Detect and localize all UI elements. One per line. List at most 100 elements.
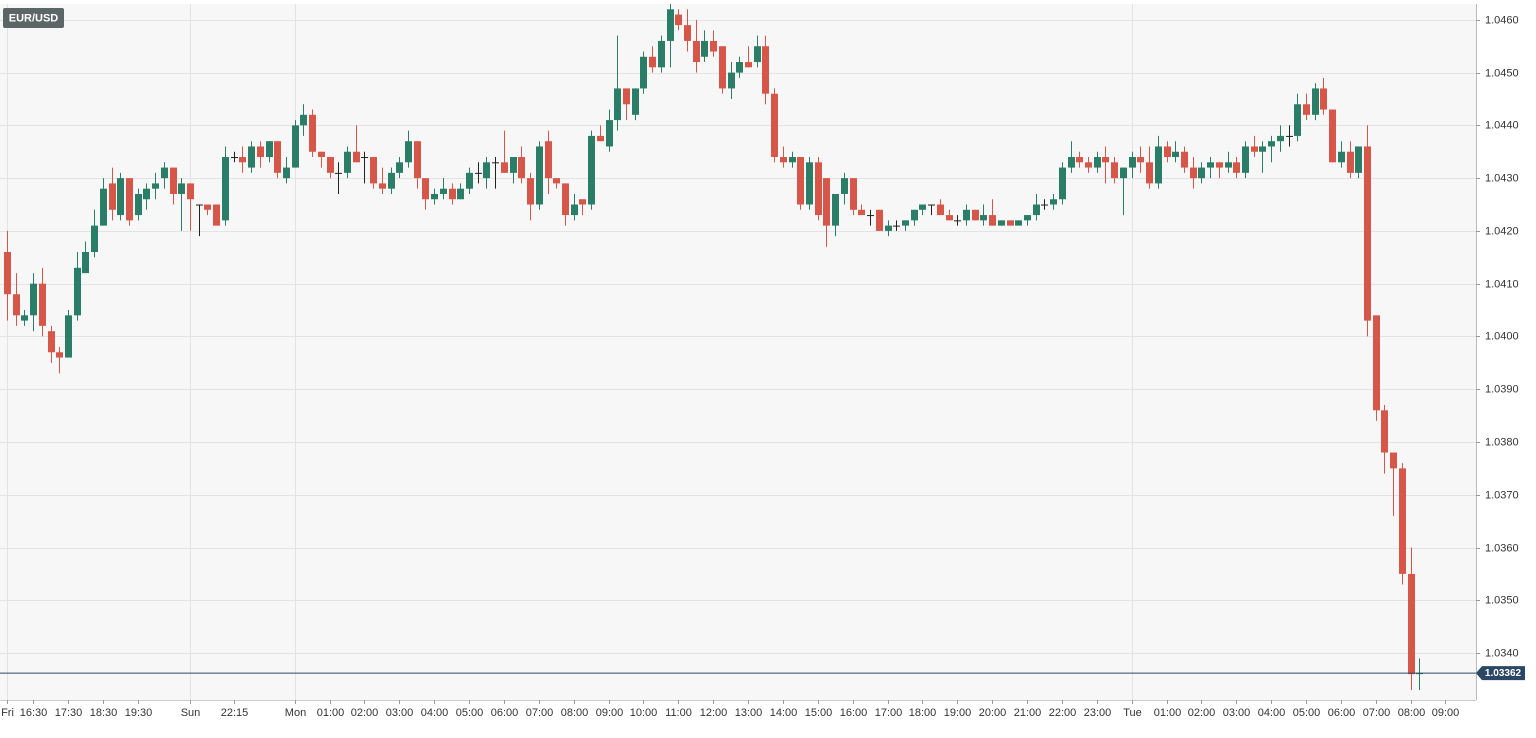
candle-body bbox=[893, 225, 900, 227]
x-tick-label: 05:00 bbox=[456, 707, 484, 719]
candle-body bbox=[1303, 104, 1310, 115]
candle-body bbox=[1155, 146, 1162, 184]
candle-body bbox=[239, 157, 246, 163]
candle-body bbox=[196, 204, 203, 206]
candle-body bbox=[475, 172, 482, 174]
x-tick-label: 10:00 bbox=[630, 707, 658, 719]
candle-body bbox=[649, 56, 656, 68]
candle-body bbox=[1320, 88, 1327, 110]
candle-body bbox=[902, 220, 909, 226]
candle-body bbox=[806, 162, 813, 205]
candle-body bbox=[754, 46, 761, 63]
x-tick-label: 03:00 bbox=[1223, 707, 1251, 719]
y-tick-label: 1.0350 bbox=[1485, 594, 1519, 606]
x-tick-label: Fri bbox=[1, 707, 14, 719]
candle-body bbox=[693, 40, 700, 63]
x-tick-label: 07:00 bbox=[1363, 707, 1391, 719]
candle-body bbox=[21, 315, 28, 321]
x-tick-label: 11:00 bbox=[665, 707, 692, 719]
candle-body bbox=[972, 209, 979, 221]
candle-body bbox=[388, 172, 395, 189]
candle-body bbox=[309, 114, 316, 152]
candle-body bbox=[1085, 162, 1092, 168]
candle-body bbox=[867, 215, 874, 217]
candle-body bbox=[1416, 673, 1423, 675]
candle-body bbox=[457, 188, 464, 200]
candle-body bbox=[510, 157, 517, 173]
candle-body bbox=[588, 135, 595, 205]
y-tick-label: 1.0410 bbox=[1485, 278, 1519, 290]
candle-body bbox=[1259, 146, 1266, 152]
candle-body bbox=[492, 162, 499, 164]
candle-body bbox=[536, 146, 543, 205]
candle-body bbox=[222, 157, 229, 221]
candle-body bbox=[989, 215, 996, 226]
candle-body bbox=[1225, 162, 1232, 168]
candle-body bbox=[632, 88, 639, 115]
candle-body bbox=[266, 141, 273, 158]
candle-body bbox=[466, 172, 473, 189]
plot-background bbox=[0, 4, 1476, 700]
last-price-badge bbox=[1476, 666, 1525, 681]
candle-body bbox=[928, 204, 935, 206]
y-tick-label: 1.0430 bbox=[1485, 172, 1519, 184]
candle-body bbox=[1347, 151, 1354, 173]
candle-body bbox=[152, 183, 159, 189]
candle-body bbox=[998, 220, 1005, 226]
candle-body bbox=[231, 157, 238, 159]
candle-body bbox=[1268, 141, 1275, 147]
symbol-badge bbox=[3, 8, 64, 28]
candle-body bbox=[1033, 204, 1040, 216]
candle-body bbox=[911, 209, 918, 221]
candle-body bbox=[1408, 573, 1415, 675]
candle-body bbox=[1355, 146, 1362, 173]
y-tick-label: 1.0340 bbox=[1485, 647, 1519, 659]
candle-body bbox=[1399, 468, 1406, 574]
candle-body bbox=[1068, 157, 1075, 168]
candle-body bbox=[1216, 162, 1223, 168]
candle-body bbox=[597, 135, 604, 142]
candle-body bbox=[1181, 151, 1188, 168]
candle-body bbox=[606, 120, 613, 147]
candle-body bbox=[135, 193, 142, 216]
candle-body bbox=[13, 294, 20, 316]
candle-body bbox=[4, 252, 11, 295]
candle-body bbox=[170, 167, 177, 194]
candle-body bbox=[1172, 151, 1179, 158]
candle-body bbox=[318, 151, 325, 158]
candle-body bbox=[39, 283, 46, 326]
candle-body bbox=[353, 151, 360, 163]
candle-body bbox=[1094, 157, 1101, 168]
candle-body bbox=[117, 178, 124, 216]
candle-body bbox=[1312, 88, 1319, 115]
x-tick-label: 01:00 bbox=[317, 707, 345, 719]
x-tick-label: 09:00 bbox=[596, 707, 624, 719]
candle-body bbox=[74, 267, 81, 316]
candle-body bbox=[1024, 215, 1031, 221]
x-tick-label: 18:00 bbox=[909, 707, 937, 719]
candle-body bbox=[335, 172, 342, 174]
candle-body bbox=[736, 62, 743, 73]
candle-body bbox=[422, 178, 429, 200]
candle-body bbox=[518, 157, 525, 179]
x-tick-label: 09:00 bbox=[1432, 707, 1460, 719]
chart-title: EUR/USD bbox=[9, 12, 59, 24]
x-tick-label: 06:00 bbox=[1328, 707, 1356, 719]
axis-labels: 1.0340 1.0350 1.0360 1.0370 1.0380 1.0390 1.04… bbox=[1, 14, 1525, 719]
candle-body bbox=[658, 40, 665, 68]
x-tick-label: 18:30 bbox=[90, 707, 118, 719]
candle-body bbox=[187, 183, 194, 200]
candle-body bbox=[614, 88, 621, 121]
candle-body bbox=[82, 252, 89, 274]
candle-body bbox=[667, 9, 674, 41]
x-tick-label: 07:00 bbox=[526, 707, 554, 719]
y-tick-label: 1.0400 bbox=[1485, 330, 1519, 342]
x-tick-label: 22:00 bbox=[1049, 707, 1077, 719]
candle-body bbox=[885, 225, 892, 231]
candle-body bbox=[675, 14, 682, 26]
candle-body bbox=[1294, 104, 1301, 136]
candle-body bbox=[1381, 410, 1388, 453]
x-tick-label: 08:00 bbox=[1398, 707, 1426, 719]
candle-body bbox=[1041, 204, 1048, 206]
